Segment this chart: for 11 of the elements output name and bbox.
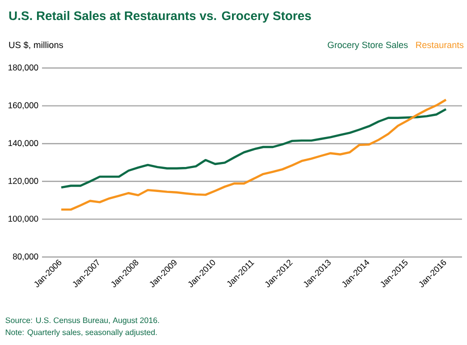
chart-title: U.S. Retail Sales at Restaurants vs. Grocery Stores [9, 10, 311, 23]
y-tick-label: 120,000 [8, 178, 38, 185]
line-series [60, 98, 448, 211]
y-tick-label: 100,000 [8, 216, 38, 223]
text: Grocery Store Sales [328, 42, 408, 50]
y-tick-label: 160,000 [8, 102, 38, 110]
y-tick-label: 80,000 [12, 254, 38, 260]
y-axis-title: US $, millions [9, 41, 63, 50]
y-tick-label: 180,000 [8, 64, 38, 72]
y-tick-label: 140,000 [8, 140, 38, 148]
text: Restaurants [416, 42, 464, 48]
